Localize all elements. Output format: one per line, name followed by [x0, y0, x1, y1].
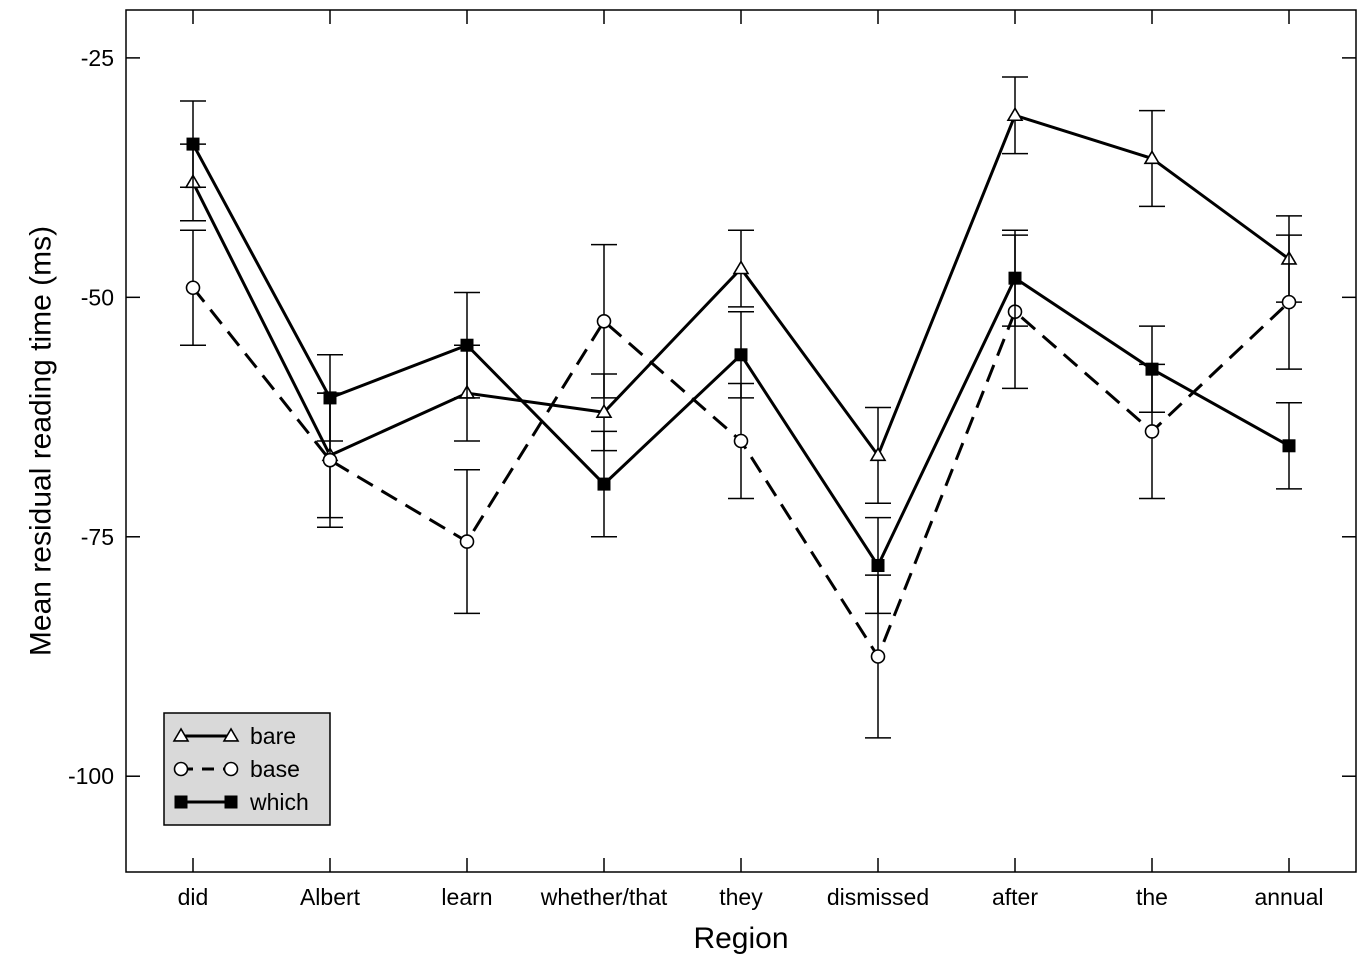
legend-label-bare: bare — [250, 723, 296, 749]
legend-marker-base — [223, 761, 239, 777]
data-point-base — [870, 649, 886, 664]
data-point-base — [733, 433, 749, 449]
legend-label-base: base — [250, 756, 300, 782]
series-which — [180, 100, 1302, 615]
series-base — [180, 229, 1302, 739]
data-point-bare — [1006, 106, 1024, 122]
data-point-which — [323, 391, 337, 405]
x-tick-label: whether/that — [540, 884, 668, 910]
data-point-base — [1144, 424, 1160, 439]
data-point-which — [871, 559, 885, 573]
data-point-which — [734, 348, 748, 362]
data-point-base — [1281, 294, 1297, 310]
legend-marker-bare — [222, 727, 240, 742]
y-axis-title: Mean residual reading time (ms) — [25, 226, 58, 656]
data-point-base — [185, 280, 201, 296]
data-point-base — [596, 313, 612, 329]
x-tick-label: annual — [1254, 884, 1323, 910]
x-tick-label: learn — [441, 884, 492, 910]
data-point-base — [459, 534, 475, 549]
data-point-which — [1145, 362, 1159, 376]
legend-marker-bare — [172, 727, 190, 742]
y-tick-label: -50 — [81, 284, 114, 310]
data-point-which — [1282, 439, 1296, 453]
data-point-which — [460, 338, 474, 352]
data-point-bare — [595, 403, 613, 418]
data-point-bare — [1143, 149, 1161, 165]
x-tick-label: they — [719, 884, 763, 910]
x-tick-label: dismissed — [827, 884, 929, 910]
plot-area: -25 -50 -75 -100 did Albert learn whether/that t… — [68, 9, 1357, 910]
y-tick-label: -100 — [68, 763, 114, 789]
x-axis-title: Region — [693, 922, 788, 955]
legend-marker-base — [173, 761, 189, 777]
legend-label-which: which — [249, 789, 309, 815]
x-tick-label: Albert — [300, 884, 361, 910]
y-tick-label: -75 — [81, 524, 114, 550]
legend-marker-which — [174, 795, 188, 809]
x-tick-label: did — [178, 884, 209, 910]
data-point-bare — [732, 260, 750, 275]
x-tick-label: the — [1136, 884, 1168, 910]
data-point-which — [1008, 271, 1022, 285]
legend: bare base which — [163, 712, 331, 826]
x-tick-label: after — [992, 884, 1038, 910]
data-point-which — [597, 477, 611, 491]
data-point-bare — [869, 446, 887, 462]
data-point-base — [322, 452, 338, 468]
data-point-which — [186, 137, 200, 151]
legend-marker-which — [224, 795, 238, 809]
y-tick-label: -25 — [81, 45, 114, 71]
